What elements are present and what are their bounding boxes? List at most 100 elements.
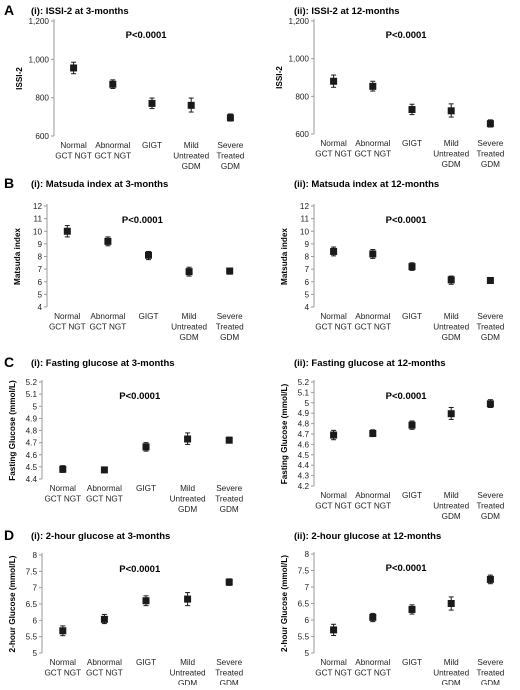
x-category-label-line: Severe [217, 141, 243, 150]
x-category-label: Mild Untreated GDM [173, 141, 209, 171]
x-category-label-line: Untreated [171, 323, 207, 332]
data-point [63, 225, 71, 238]
panel-a-i: (i): ISSI-2 at 3-months 600 800 1,000 1,200 I… [15, 6, 245, 171]
x-category-label: Mild Untreated GDM [433, 139, 469, 169]
data-point [330, 429, 338, 441]
y-tick-label: 8 [304, 253, 309, 262]
data-point [70, 61, 78, 75]
data-point [330, 246, 338, 257]
y-tick-label: 7 [32, 584, 37, 593]
x-category-label-line: GCT NGT [354, 150, 391, 159]
x-category-label-line: Treated [215, 495, 243, 504]
chart-title: (i): Matsuda index at 3-months [31, 179, 168, 190]
data-marker [225, 578, 233, 586]
chart-title: (ii): Matsuda index at 12-months [294, 179, 439, 190]
x-category-label-line: Treated [476, 502, 504, 511]
x-category-label: Normal GCT NGT [315, 139, 352, 159]
x-category-label: Severe Treated GDM [476, 491, 504, 521]
x-category-label: Severe Treated GDM [216, 312, 244, 342]
data-marker [369, 613, 377, 621]
x-category-label-line: Severe [477, 658, 503, 667]
x-category-label-line: Treated [215, 669, 243, 678]
x-category-label-line: Untreated [433, 502, 469, 511]
y-tick-label: 11 [301, 215, 310, 224]
x-category-label-line: GIGT [136, 658, 156, 667]
y-tick-label: 11 [34, 215, 43, 224]
data-point [408, 103, 416, 116]
y-tick-label: 8 [32, 551, 37, 560]
data-point [187, 97, 195, 113]
data-point [226, 267, 234, 275]
y-tick-label: 4.7 [298, 430, 310, 439]
data-point [486, 399, 494, 408]
x-category-label: Abnormal GCT NGT [354, 139, 391, 159]
panel-letter-a: A [4, 2, 14, 18]
x-category-label-line: GDM [178, 679, 197, 685]
data-marker [187, 101, 195, 109]
y-tick-label: 5.5 [26, 633, 38, 642]
x-category-label-line: Treated [216, 323, 244, 332]
x-category-label: Severe Treated GDM [476, 658, 504, 685]
x-category-label-line: GDM [442, 160, 461, 169]
x-category-label-line: Untreated [433, 669, 469, 678]
p-value-annotation: P<0.0001 [386, 30, 428, 41]
x-category-label: Normal GCT NGT [315, 658, 352, 678]
y-tick-label: 4 [37, 303, 42, 312]
data-marker [226, 114, 234, 122]
y-axis-label: Fasting Glucose (mmol/L) [8, 380, 17, 481]
x-category-label-line: Mild [180, 658, 195, 667]
x-category-label-line: GDM [220, 505, 239, 514]
y-tick-label: 1,200 [289, 17, 310, 26]
y-tick-label: 5 [32, 402, 37, 411]
data-marker [63, 227, 71, 235]
data-marker [408, 421, 416, 429]
x-category-label-line: Normal [320, 491, 347, 500]
x-category-label-line: Abnormal [355, 491, 390, 500]
y-tick-label: 6 [304, 278, 309, 287]
y-tick-label: 7 [304, 583, 309, 592]
x-category-label: GIGT [402, 139, 422, 148]
y-tick-label: 8 [37, 253, 42, 262]
data-point [447, 275, 455, 285]
x-category-label-line: Normal [60, 141, 87, 150]
x-category-label-line: Severe [216, 658, 242, 667]
y-tick-label: 4.5 [26, 463, 38, 472]
chart-title: (ii): 2-hour glucose at 12-months [294, 531, 441, 542]
data-point [369, 429, 377, 438]
y-tick-label: 4.2 [298, 482, 310, 491]
data-marker [184, 595, 192, 603]
data-point [104, 236, 112, 247]
y-tick-label: 4.4 [26, 475, 38, 484]
x-category-label-line: GDM [481, 512, 500, 521]
x-category-label-line: Abnormal [355, 139, 390, 148]
x-category-label-line: Abnormal [355, 658, 390, 667]
data-marker [100, 466, 108, 474]
chart-title: (i): ISSI-2 at 3-months [31, 6, 129, 17]
x-category-label-line: Treated [476, 669, 504, 678]
chart-title: (i): 2-hour glucose at 3-months [31, 531, 170, 542]
x-category-label-line: GCT NGT [44, 669, 81, 678]
data-point [486, 119, 494, 128]
x-category-label-line: GCT NGT [86, 669, 123, 678]
data-marker [100, 615, 108, 623]
p-value-annotation: P<0.0001 [122, 215, 164, 226]
x-category-label: Mild Untreated GDM [171, 312, 207, 342]
y-tick-label: 600 [35, 132, 49, 141]
data-marker [447, 410, 455, 418]
y-tick-label: 6.5 [26, 600, 38, 609]
data-marker [486, 120, 494, 128]
data-marker [447, 276, 455, 284]
p-value-annotation: P<0.0001 [119, 564, 161, 575]
data-marker [486, 575, 494, 583]
x-category-label: GIGT [136, 658, 156, 667]
x-category-label-line: Untreated [433, 323, 469, 332]
y-tick-label: 7 [37, 265, 42, 274]
x-category-label-line: Severe [477, 491, 503, 500]
data-marker [486, 400, 494, 408]
data-point [408, 420, 416, 430]
p-value-annotation: P<0.0001 [126, 30, 168, 41]
x-category-label-line: Abnormal [355, 312, 390, 321]
data-point [447, 596, 455, 611]
y-tick-label: 6 [304, 616, 309, 625]
x-category-label-line: GIGT [402, 658, 422, 667]
